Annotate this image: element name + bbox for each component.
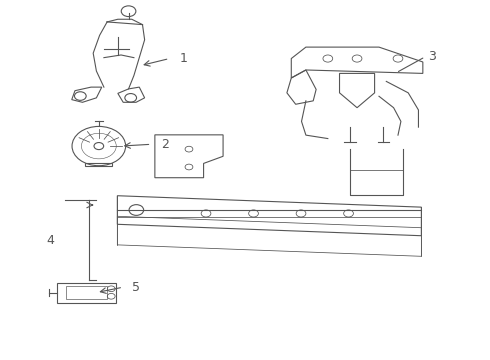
Text: 1: 1 xyxy=(179,52,187,65)
Text: 3: 3 xyxy=(428,50,436,63)
Text: 4: 4 xyxy=(46,234,54,247)
Text: 2: 2 xyxy=(161,138,169,151)
Text: 5: 5 xyxy=(132,281,140,294)
